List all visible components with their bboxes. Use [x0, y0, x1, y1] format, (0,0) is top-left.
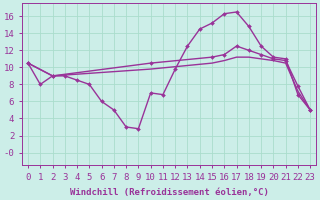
X-axis label: Windchill (Refroidissement éolien,°C): Windchill (Refroidissement éolien,°C)	[70, 188, 268, 197]
